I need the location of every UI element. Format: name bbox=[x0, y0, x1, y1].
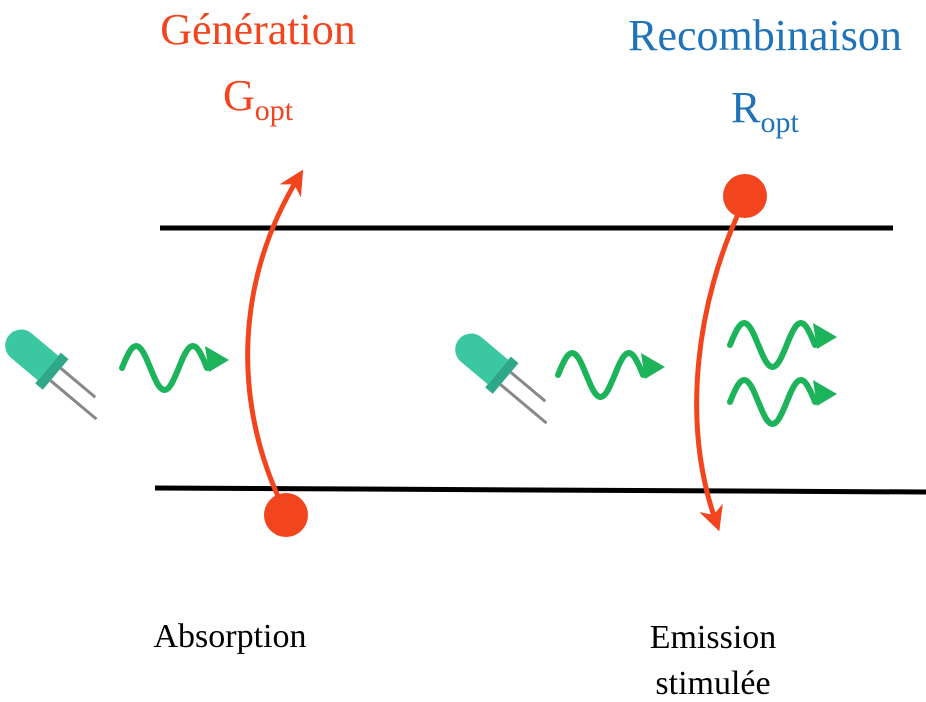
subscript: opt bbox=[761, 106, 800, 139]
left-symbol: Gopt bbox=[223, 71, 294, 127]
right-label: stimulée bbox=[655, 665, 770, 702]
symbol: G bbox=[223, 71, 255, 120]
right-symbol: Ropt bbox=[731, 83, 799, 139]
recombination-arrow bbox=[697, 210, 740, 522]
led-icon bbox=[446, 324, 564, 432]
photon-arrowhead bbox=[813, 323, 837, 349]
electron bbox=[264, 493, 308, 537]
right-label: Emission bbox=[650, 619, 777, 656]
left-label: Absorption bbox=[154, 618, 307, 655]
photon-wave bbox=[730, 380, 815, 424]
photon-arrowhead bbox=[813, 380, 837, 406]
right-title: Recombinaison bbox=[628, 11, 902, 60]
led-icon bbox=[0, 320, 114, 428]
photon-wave bbox=[558, 353, 643, 397]
left-title: Génération bbox=[160, 5, 355, 54]
symbol: R bbox=[731, 83, 761, 132]
band-bottom bbox=[155, 488, 926, 492]
diagram: Génération Gopt Recombinaison Ropt Absor… bbox=[0, 0, 926, 702]
subscript: opt bbox=[255, 94, 294, 127]
photon-wave bbox=[730, 323, 815, 367]
photon-arrowhead bbox=[641, 353, 665, 379]
electron bbox=[723, 174, 767, 218]
photon-arrowhead bbox=[205, 346, 229, 372]
photon-wave bbox=[122, 346, 207, 390]
